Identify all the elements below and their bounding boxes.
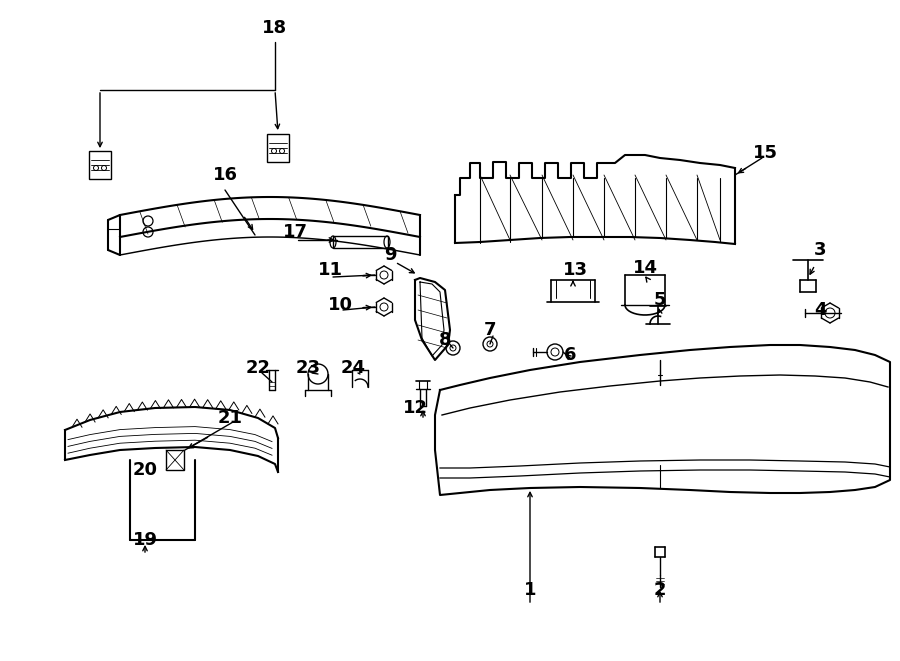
Text: 17: 17 xyxy=(283,223,308,241)
Text: 7: 7 xyxy=(484,321,496,339)
Text: 3: 3 xyxy=(814,241,826,259)
Bar xyxy=(166,450,184,470)
Text: 21: 21 xyxy=(218,409,242,427)
Text: 14: 14 xyxy=(633,259,658,277)
Bar xyxy=(267,134,289,162)
Text: 4: 4 xyxy=(814,301,826,319)
Text: 13: 13 xyxy=(562,261,588,279)
Bar xyxy=(89,151,111,179)
Text: 5: 5 xyxy=(653,291,666,309)
Text: 23: 23 xyxy=(295,359,320,377)
Text: 8: 8 xyxy=(438,331,451,349)
Text: 12: 12 xyxy=(402,399,428,417)
Text: 15: 15 xyxy=(752,144,778,162)
Text: 9: 9 xyxy=(383,246,396,264)
Text: 6: 6 xyxy=(563,346,576,364)
Bar xyxy=(333,236,388,248)
Text: 22: 22 xyxy=(246,359,271,377)
Text: 10: 10 xyxy=(328,296,353,314)
Text: 1: 1 xyxy=(524,581,536,599)
Text: 11: 11 xyxy=(318,261,343,279)
Text: 24: 24 xyxy=(340,359,365,377)
Text: 16: 16 xyxy=(212,166,238,184)
Text: 18: 18 xyxy=(263,19,288,37)
Text: 2: 2 xyxy=(653,581,666,599)
Text: 19: 19 xyxy=(132,531,157,549)
Text: 20: 20 xyxy=(132,461,157,479)
